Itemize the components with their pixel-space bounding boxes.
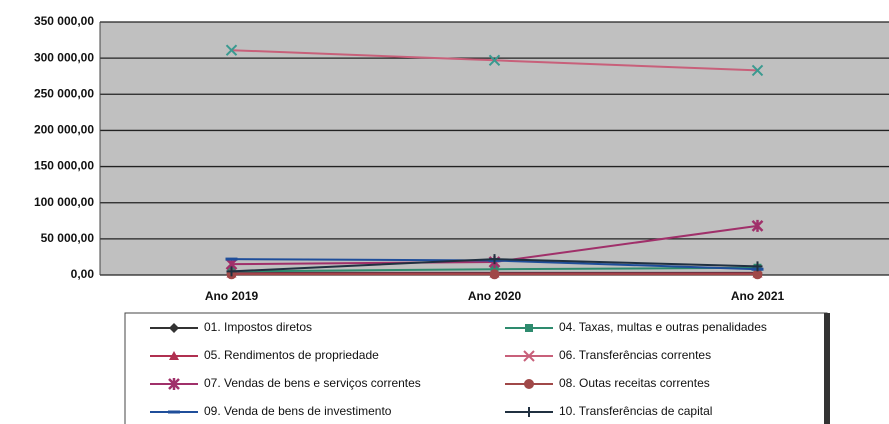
y-tick-label: 200 000,00	[34, 123, 94, 137]
legend-marker	[523, 350, 535, 362]
legend-marker	[524, 379, 534, 389]
legend-marker	[169, 323, 179, 333]
legend-marker	[168, 378, 180, 390]
y-tick-label: 100 000,00	[34, 195, 94, 209]
y-tick-label: 250 000,00	[34, 86, 94, 100]
legend-marker	[525, 324, 533, 332]
y-tick-label: 300 000,00	[34, 50, 94, 64]
data-point	[752, 261, 763, 272]
legend-label: 10. Transferências de capital	[559, 404, 712, 418]
legend-label: 06. Transferências correntes	[559, 348, 711, 362]
legend-label: 08. Outas receitas correntes	[559, 376, 710, 390]
plot-area	[100, 22, 889, 275]
legend-marker	[169, 351, 179, 360]
data-point	[226, 266, 237, 277]
legend-marker	[524, 407, 534, 417]
data-point	[752, 269, 763, 280]
legend-label: 04. Taxas, multas e outras penalidades	[559, 320, 767, 334]
x-tick-label: Ano 2021	[731, 289, 785, 303]
legend-label: 09. Venda de bens de investimento	[204, 404, 392, 418]
data-point	[751, 219, 764, 232]
data-point	[489, 269, 500, 280]
data-point	[225, 44, 238, 56]
legend-label: 01. Impostos diretos	[204, 320, 312, 334]
legend-label: 07. Vendas de bens e serviços correntes	[204, 376, 421, 390]
data-point	[489, 254, 500, 265]
data-point	[488, 54, 501, 67]
x-tick-label: Ano 2020	[468, 289, 522, 303]
y-tick-label: 350 000,00	[34, 14, 94, 28]
y-tick-label: 150 000,00	[34, 159, 94, 173]
data-point	[751, 64, 764, 77]
y-tick-label: 0,00	[71, 267, 95, 281]
legend-label: 05. Rendimentos de propriedade	[204, 348, 379, 362]
legend-box	[124, 312, 828, 424]
x-tick-label: Ano 2019	[205, 289, 259, 303]
y-tick-label: 50 000,00	[41, 231, 95, 245]
